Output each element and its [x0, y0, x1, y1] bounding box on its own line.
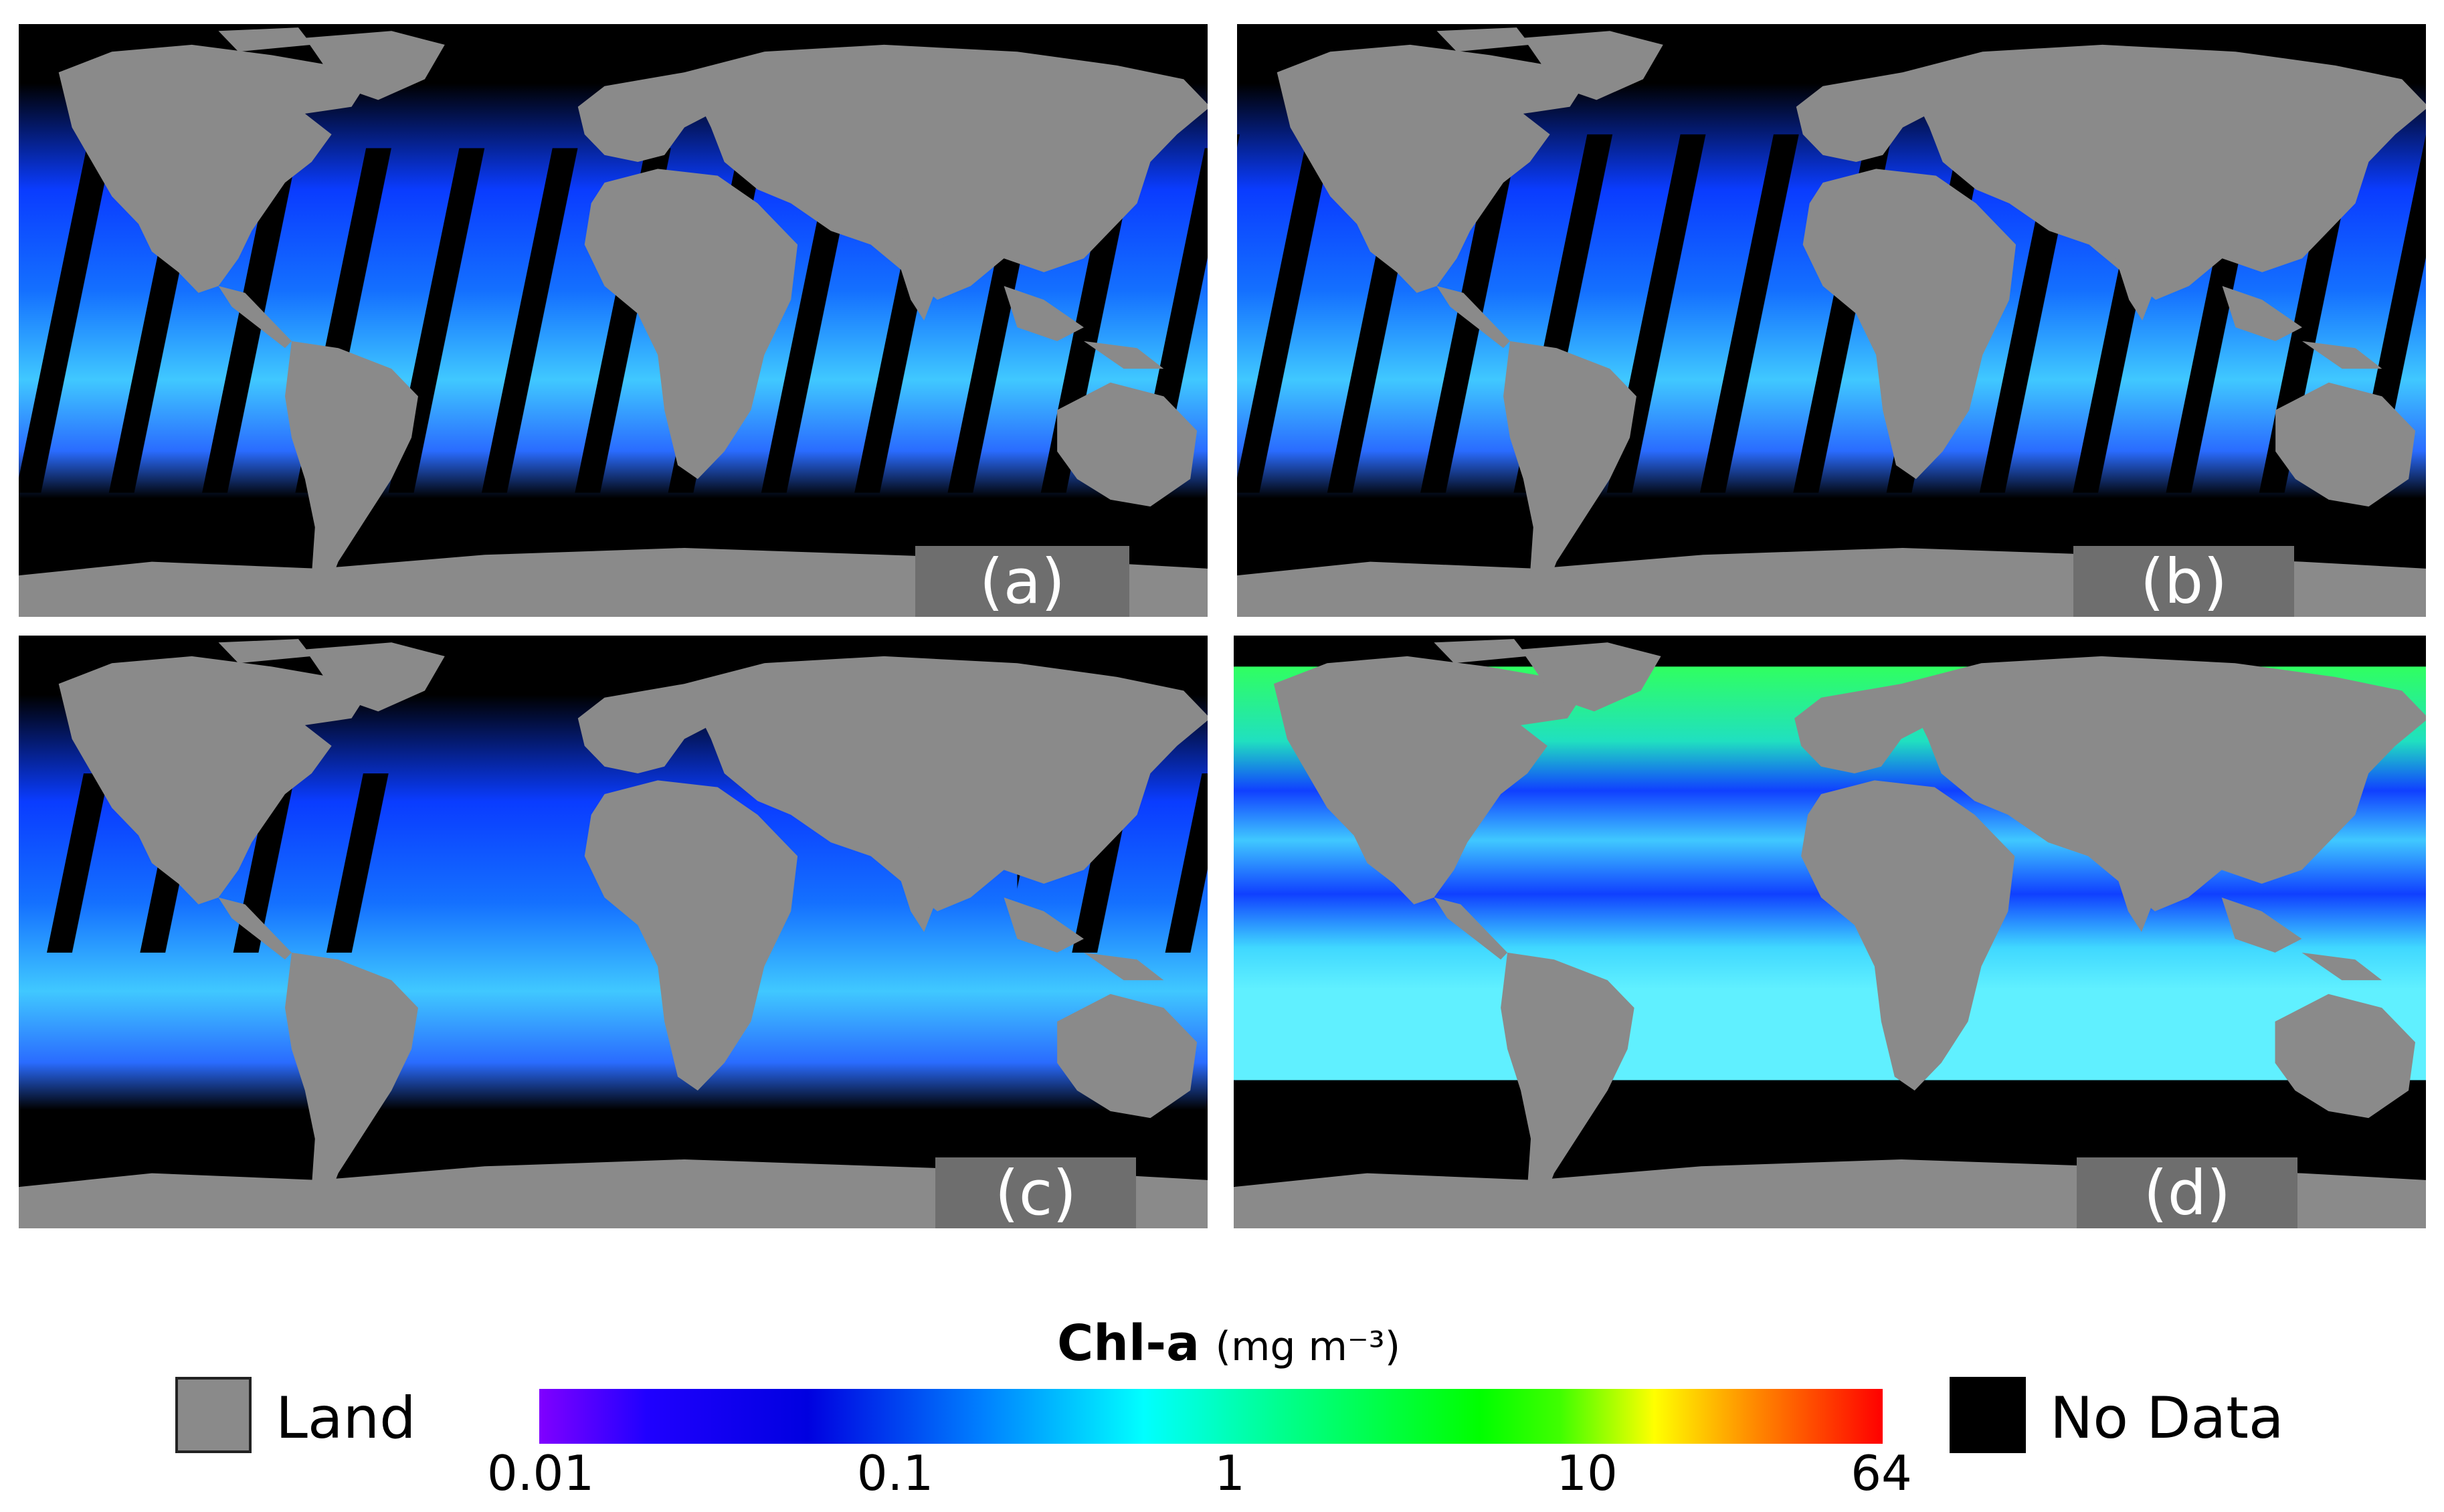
- colorbar-tick-0: 0.01: [486, 1445, 595, 1501]
- colorbar-tick-4: 64: [1851, 1445, 1912, 1501]
- colorbar-title-chl: Chl-a: [1057, 1315, 1200, 1372]
- world-map-a: [19, 24, 1208, 617]
- land-label: Land: [276, 1385, 416, 1452]
- nodata-swatch: [1950, 1377, 2026, 1453]
- panel-label-b: (b): [2073, 546, 2294, 617]
- panel-label-a: (a): [915, 546, 1129, 617]
- world-map-c: [19, 636, 1208, 1228]
- colorbar-units: (mg m⁻³): [1215, 1323, 1401, 1370]
- world-map-b: [1237, 24, 2426, 617]
- colorbar: [539, 1389, 1883, 1444]
- nodata-label: No Data: [2050, 1385, 2284, 1452]
- map-panel-a: (a): [19, 24, 1208, 617]
- map-panel-d: (d): [1234, 636, 2426, 1228]
- land-swatch: [175, 1377, 252, 1453]
- map-panel-b: (b): [1237, 24, 2426, 617]
- colorbar-tick-1: 0.1: [856, 1445, 934, 1501]
- colorbar-tick-2: 1: [1214, 1445, 1245, 1501]
- world-map-d: [1234, 636, 2426, 1228]
- colorbar-tick-3: 10: [1556, 1445, 1618, 1501]
- map-panel-c: (c): [19, 636, 1208, 1228]
- colorbar-title: Chl-a (mg m⁻³): [1057, 1315, 1400, 1372]
- panel-label-d: (d): [2077, 1157, 2297, 1228]
- panel-label-c: (c): [935, 1157, 1136, 1228]
